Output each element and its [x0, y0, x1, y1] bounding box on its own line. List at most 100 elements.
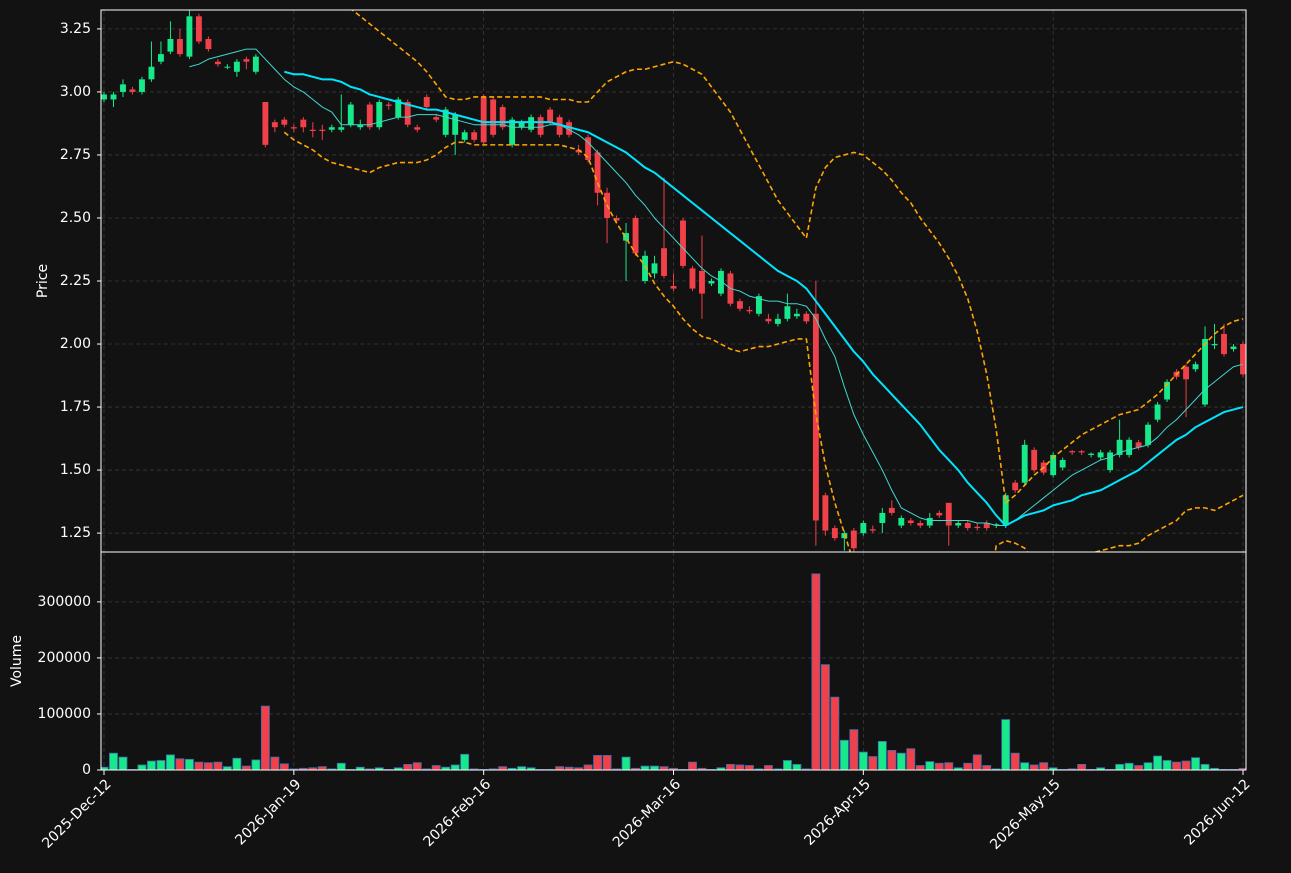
y-tick-label: 2.50	[60, 210, 91, 226]
candle-body	[974, 526, 981, 529]
candle-body	[613, 217, 620, 221]
candle-body	[528, 117, 535, 130]
candle-body	[319, 129, 326, 132]
candle-body	[404, 102, 411, 125]
volume-bar	[887, 749, 897, 770]
candle-body	[1059, 459, 1066, 468]
candle-body	[822, 495, 829, 531]
candle-body	[936, 512, 943, 516]
volume-bar	[194, 761, 204, 770]
candle-body	[518, 122, 525, 128]
volume-bar	[963, 762, 973, 770]
volume-bar	[1238, 767, 1246, 770]
volume-bar	[1029, 764, 1039, 770]
volume-bar	[593, 755, 603, 770]
y-tick-label: 100000	[38, 706, 91, 722]
candle-body	[869, 529, 876, 531]
volume-bar	[241, 765, 251, 770]
candle-body	[452, 114, 459, 135]
y-tick-label: 0	[82, 762, 91, 778]
volume-bar	[251, 759, 261, 770]
volume-bar	[877, 741, 887, 770]
volume-bar	[203, 762, 213, 770]
candle-body	[670, 286, 677, 289]
volume-bar	[1115, 763, 1125, 770]
candle-body	[537, 117, 544, 135]
y-tick-label: 300000	[38, 594, 91, 610]
candle-body	[983, 523, 990, 529]
candle-body	[831, 528, 838, 539]
candle-body	[661, 248, 667, 276]
candle-body	[309, 129, 316, 132]
volume-bar	[1200, 763, 1210, 770]
candle-body	[803, 313, 810, 322]
candle-body	[328, 127, 335, 130]
y-tick-label: 1.50	[60, 462, 91, 478]
volume-bar	[336, 762, 346, 770]
candle-body	[442, 109, 449, 135]
candle-body	[214, 61, 221, 65]
candle-body	[509, 119, 516, 145]
candle-body	[129, 89, 136, 92]
volume-bar	[953, 767, 963, 770]
candle-body	[205, 38, 212, 50]
volume-bar	[811, 573, 821, 770]
candle-body	[651, 263, 658, 274]
y-tick-label: 200000	[38, 650, 91, 666]
volume-bar	[697, 767, 707, 770]
volume-bar	[175, 758, 185, 770]
candle-body	[1069, 451, 1076, 453]
candle-body	[1145, 424, 1152, 445]
candle-body	[755, 296, 762, 314]
volume-bar	[118, 756, 128, 770]
volume-bar	[972, 754, 982, 770]
volume-bar	[574, 767, 584, 770]
candle-body	[1088, 453, 1095, 455]
candle-body	[632, 217, 639, 254]
candle-body	[357, 124, 364, 128]
volume-bar	[925, 761, 935, 770]
volume-bar	[906, 748, 916, 770]
candle-body	[699, 270, 705, 294]
candle-body	[642, 255, 648, 281]
candle-body	[1107, 452, 1114, 471]
candle-body	[395, 99, 402, 118]
candle-body	[158, 54, 164, 62]
volume-bar	[374, 767, 384, 770]
candle-body	[1021, 444, 1028, 483]
candle-body	[812, 313, 819, 521]
candle-body	[926, 517, 933, 526]
candle-body	[1031, 449, 1038, 471]
candle-body	[167, 38, 174, 52]
volume-bar	[555, 766, 565, 770]
candle-body	[1154, 404, 1161, 420]
candle-body	[623, 233, 629, 241]
volume-bar	[915, 765, 925, 770]
volume-bar	[1010, 752, 1020, 770]
volume-bar	[184, 758, 194, 770]
candle-body	[765, 318, 772, 322]
candle-body	[774, 318, 781, 324]
candle-body	[300, 119, 307, 128]
candle-body	[366, 104, 373, 128]
volume-bar	[1172, 761, 1181, 770]
candle-body	[471, 132, 478, 140]
y-tick-label: 2.25	[60, 273, 91, 289]
y-tick-label: 3.00	[60, 84, 91, 100]
y-tick-label: 1.75	[60, 399, 91, 415]
candle-body	[252, 56, 259, 72]
volume-bar	[1077, 763, 1087, 770]
candle-body	[224, 66, 231, 68]
candle-body	[547, 109, 554, 123]
candle-body	[1230, 346, 1237, 350]
volume-bar	[839, 739, 849, 770]
volume-bar	[403, 763, 413, 770]
volume-bar	[1153, 755, 1163, 770]
candle-body	[1012, 482, 1019, 491]
volume-bar	[431, 765, 441, 770]
candle-body	[1240, 344, 1246, 375]
volume-bar	[270, 756, 280, 770]
volume-bar	[830, 696, 840, 770]
candle-body	[689, 268, 696, 289]
candle-body	[176, 38, 183, 55]
